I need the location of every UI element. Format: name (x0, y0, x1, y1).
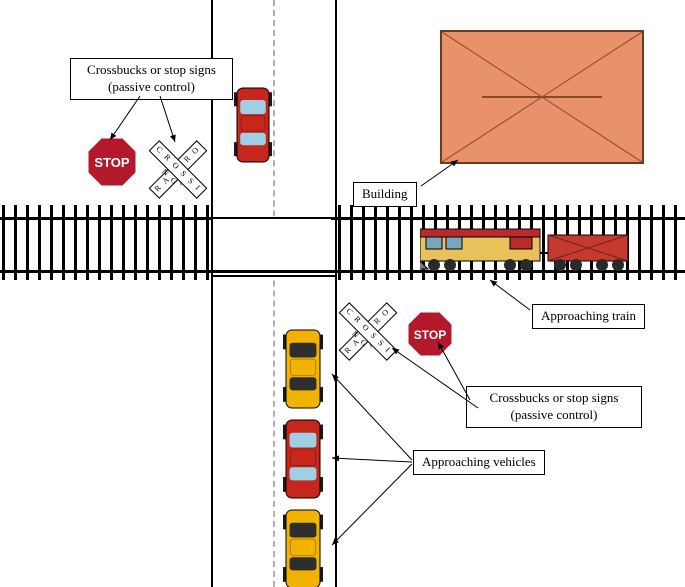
label-building: Building (353, 182, 417, 207)
label-approaching-train: Approaching train (532, 304, 645, 329)
train-icon (420, 225, 635, 273)
crossbuck-sign-top: R A I L R O A D C R O S S I N G (148, 140, 208, 200)
stop-sign-icon: STOP (406, 310, 454, 358)
svg-text:STOP: STOP (414, 328, 446, 342)
vehicle-yellow-1 (282, 328, 324, 410)
stop-sign-icon: STOP (86, 136, 138, 188)
vehicle-top-red (233, 86, 273, 164)
building-roof-lines (442, 32, 642, 162)
crossing-gap-cover (213, 219, 331, 269)
diagram-stage: STOP R A I L R O A D C R O S S I N G STO… (0, 0, 685, 587)
vehicle-red-mid (282, 418, 324, 500)
vehicle-yellow-2 (282, 508, 324, 587)
label-crossbucks-bottom: Crossbucks or stop signs (passive contro… (466, 386, 642, 428)
stop-sign-bottom: STOP (406, 310, 454, 358)
crossbuck-sign-bottom: R A I L R O A D C R O S S I N G (338, 302, 398, 362)
svg-text:STOP: STOP (94, 155, 129, 170)
approaching-train (420, 225, 635, 273)
label-approaching-vehicles: Approaching vehicles (413, 450, 545, 475)
building-roof (440, 30, 644, 164)
label-crossbucks-top: Crossbucks or stop signs (passive contro… (70, 58, 233, 100)
road-lane-dashed (273, 0, 275, 587)
track-rail-top (0, 217, 685, 220)
stop-sign-top: STOP (86, 136, 138, 188)
